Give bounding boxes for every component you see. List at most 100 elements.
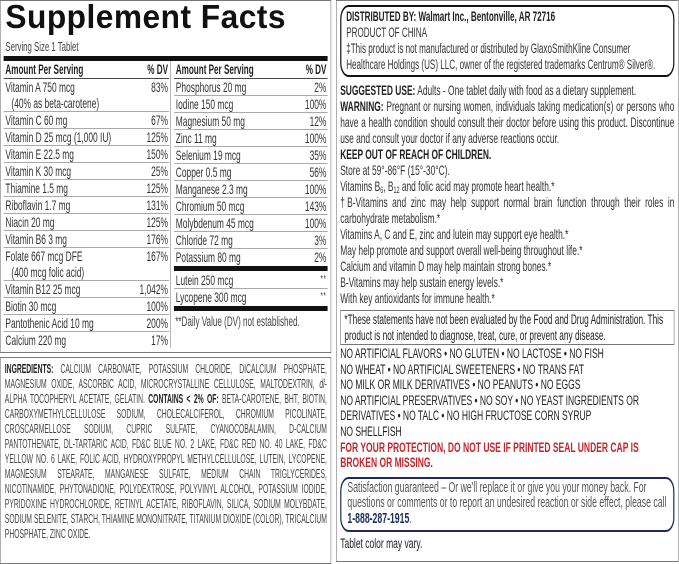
suggested-use-text: Adults - One tablet daily with food as a… [415, 82, 637, 98]
nutrient-name: Vitamin C 60 mg [5, 112, 67, 128]
health-claim: †B-Vitamins and zinc may help support no… [340, 194, 675, 226]
nutrient-amount: Potassium 80 mg [175, 249, 241, 265]
daily-value: 2% [314, 249, 327, 265]
warning-text: Pregnant or nursing women, individuals t… [340, 98, 675, 146]
dv-footnote: **Daily Value (DV) not established. [175, 314, 300, 329]
daily-value: 125% [146, 214, 168, 230]
header-amount: Amount Per Serving [5, 62, 84, 77]
seal-warning: FOR YOUR PROTECTION, DO NOT USE IF PRINT… [340, 439, 639, 472]
nutrient-name: Manganese 2.3 mg [176, 181, 248, 197]
nutrient-amount: Vitamin B6 3 mg [5, 231, 67, 247]
daily-value: 67% [151, 112, 168, 128]
daily-value: 143% [304, 198, 327, 214]
trademark-notice: ‡This product is not manufactured or dis… [346, 41, 656, 72]
header-dv: % DV [305, 62, 327, 77]
daily-value: 200% [146, 315, 168, 331]
daily-value: 125% [146, 129, 168, 145]
daily-value: 17% [151, 332, 168, 348]
nutrient-name: Folate 667 mcg DFE (400 mcg folic acid) [5, 248, 84, 280]
guarantee-text: Satisfaction guaranteed – Or we'll repla… [347, 479, 667, 512]
nutrient-name: Vitamin B12 25 mcg [5, 281, 80, 297]
daily-value: 1,042% [139, 281, 168, 297]
free-from-line: NO MILK OR MILK DERIVATIVES • NO PEANUTS… [340, 377, 581, 394]
nutrient-name: Calcium 220 mg [5, 332, 66, 348]
nutrient-amount: Biotin 30 mcg [5, 298, 57, 314]
nutrient-amount: Vitamin B12 25 mcg [5, 281, 81, 297]
claim-text: Vitamins B [340, 178, 381, 194]
divider-bar [3, 56, 328, 61]
nutrient-name: Riboflavin 1.7 mg [5, 197, 70, 213]
nutrient-amount: Lutein 250 mcg [175, 272, 234, 288]
nutrient-amount: Molybdenum 45 mcg [175, 215, 254, 231]
daily-value: 100% [146, 298, 168, 314]
daily-value: 100% [304, 96, 327, 112]
ingredients-list: BETA-CAROTENE, BHT, BIOTIN, CARBOXYMETHY… [4, 391, 327, 541]
facts-column-right: Amount Per Serving % DV Phosphorus 20 mg… [170, 61, 328, 348]
nutrient-amount: Vitamin C 60 mg [5, 112, 68, 128]
nutrient-amount: Chromium 50 mcg [175, 198, 245, 214]
nutrient-name: Iodine 150 mcg [176, 96, 233, 112]
phone-number[interactable]: 1-888-287-1915 [347, 511, 410, 528]
health-claim: B-Vitamins may help sustain energy level… [340, 274, 504, 290]
free-from-line: NO ARTIFICIAL PRESERVATIVES • NO SOY • N… [340, 392, 639, 425]
nutrient-amount: Chloride 72 mg [175, 232, 233, 248]
warning-label: WARNING: [340, 98, 384, 114]
title-area: Supplement Facts [4, 0, 328, 38]
nutrient-amount: Pantothenic Acid 10 mg [5, 315, 94, 331]
nutrient-name: Vitamin B6 3 mg [5, 231, 66, 247]
daily-value: ** [320, 274, 327, 285]
daily-value: 176% [146, 231, 168, 247]
nutrient-name: Chloride 72 mg [176, 232, 233, 248]
tablet-color-note: Tablet color may vary. [340, 535, 423, 552]
usage-text: SUGGESTED USE: Adults - One tablet daily… [340, 82, 674, 306]
subscript: 12 [393, 185, 400, 195]
nutrient-name: Lycopene 300 mcg [176, 289, 247, 305]
guarantee-text-end: . [409, 511, 412, 528]
free-from-line: NO WHEAT • NO ARTIFICIAL SWEETENERS • NO… [340, 361, 584, 378]
nutrient-amount: Selenium 19 mcg [175, 147, 241, 163]
facts-column-left: Amount Per Serving % DV Vitamin A 750 mc… [3, 61, 170, 348]
left-column: Supplement Facts Serving Size 1 Tablet A… [0, 0, 333, 564]
column-header: Amount Per Serving % DV [174, 61, 328, 79]
fda-disclaimer: *These statements have not been evaluate… [340, 310, 675, 345]
nutrient-row: Zinc 11 mg 100% [174, 130, 328, 147]
daily-value: 56% [309, 164, 327, 180]
nutrient-name: Copper 0.5 mg [176, 164, 232, 180]
nutrient-name: Biotin 30 mcg [5, 298, 56, 314]
nutrient-row: Biotin 30 mcg 100% [3, 298, 170, 315]
storage: Store at 59°-86°F (15°-30°C). [340, 162, 450, 178]
nutrient-detail: (400 mcg folic acid) [11, 264, 85, 280]
health-claim: Calcium and vitamin D may help maintain … [340, 258, 552, 274]
nutrient-amount: Iodine 150 mcg [175, 96, 234, 112]
nutrient-name: Pantothenic Acid 10 mg [5, 315, 93, 331]
keep-out-of-reach: KEEP OUT OF REACH OF CHILDREN. [340, 146, 674, 162]
label-info-panel: DISTRIBUTED BY: Walmart Inc., Bentonvill… [336, 0, 679, 562]
nutrient-row: Chromium 50 mcg 143% [174, 198, 328, 215]
nutrient-row: Vitamin K 30 mcg 25% [3, 163, 170, 180]
nutrient-amount: Riboflavin 1.7 mg [5, 197, 71, 213]
health-claim: Vitamins A, C and E, zinc and lutein may… [340, 226, 569, 242]
divider-bar [174, 266, 328, 271]
nutrient-row: Vitamin C 60 mg 67% [3, 112, 170, 129]
daily-value: 131% [146, 197, 168, 213]
nutrient-row: Lutein 250 mcg ** [174, 272, 328, 289]
health-claim: With key antioxidants for immune health.… [340, 290, 495, 306]
suggested-use-label: SUGGESTED USE: [340, 82, 416, 98]
nutrient-amount: Vitamin K 30 mcg [5, 163, 72, 179]
nutrient-amount: Phosphorus 20 mg [175, 79, 247, 95]
ingredients-panel: INGREDIENTS: CALCIUM CARBONATE, POTASSIU… [0, 357, 332, 564]
nutrient-name: Selenium 19 mcg [176, 147, 241, 163]
keep-out-text: KEEP OUT OF REACH OF CHILDREN. [340, 146, 492, 162]
nutrient-row: Iodine 150 mcg 100% [174, 96, 328, 113]
nutrient-row: Calcium 220 mg 17% [4, 332, 170, 348]
daily-value: 35% [309, 147, 327, 163]
nutrient-name: Zinc 11 mg [176, 130, 217, 146]
nutrient-amount: Vitamin E 22.5 mg [5, 146, 74, 162]
nutrient-name: Vitamin E 22.5 mg [5, 146, 73, 162]
nutrient-row: Potassium 80 mg 2% [174, 249, 328, 265]
nutrient-amount: Copper 0.5 mg [175, 164, 232, 180]
suggested-use: SUGGESTED USE: Adults - One tablet daily… [340, 82, 674, 98]
divider-bar [174, 306, 328, 311]
free-from-line: NO ARTIFICIAL FLAVORS • NO GLUTEN • NO L… [340, 346, 604, 362]
nutrient-name: Phosphorus 20 mg [176, 79, 247, 95]
